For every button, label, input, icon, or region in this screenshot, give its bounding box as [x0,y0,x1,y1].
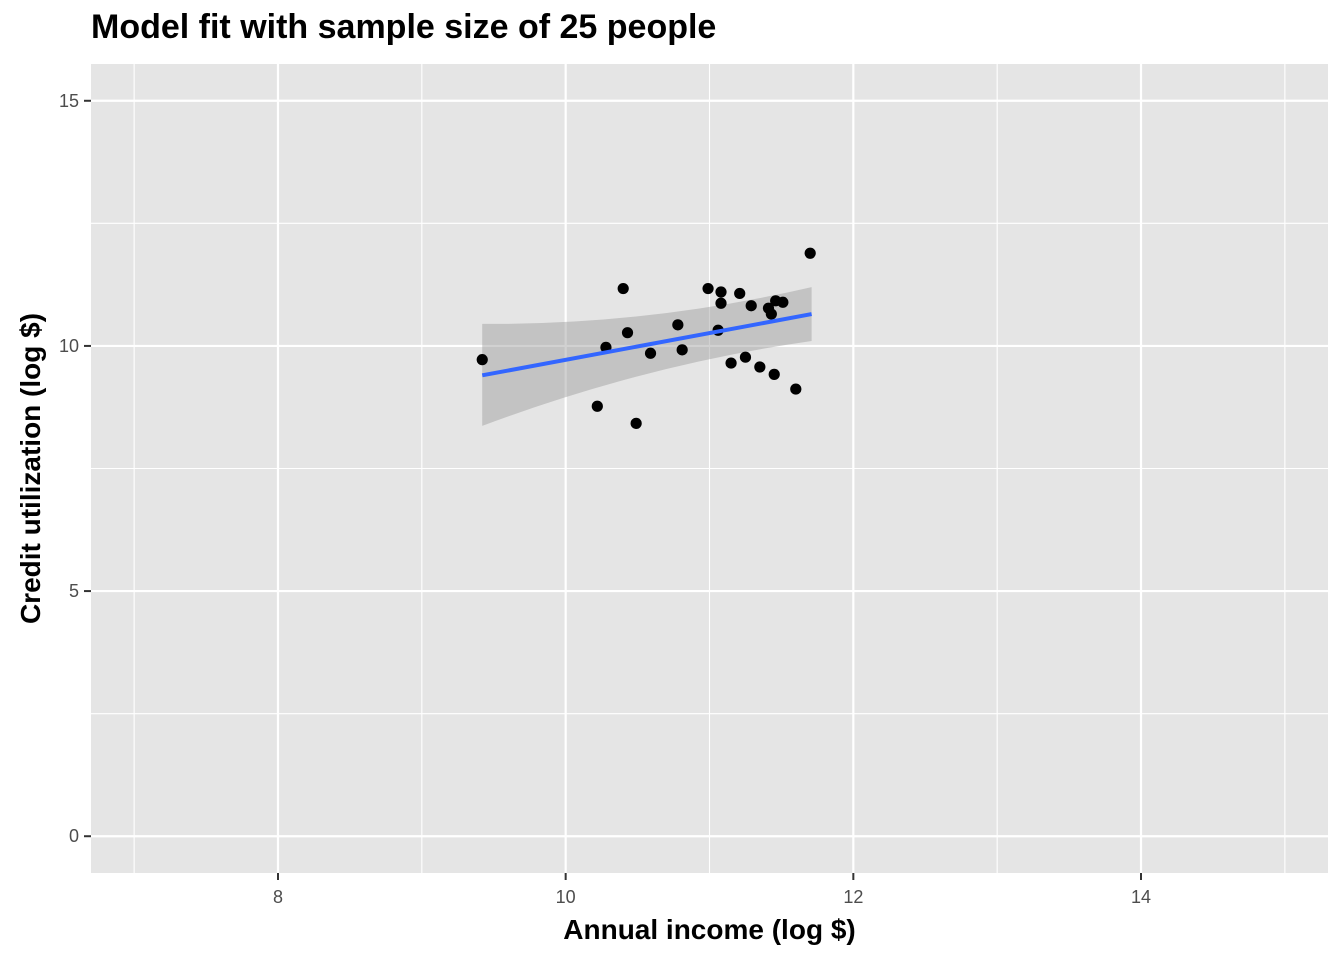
data-point [765,308,777,320]
chart-title: Model fit with sample size of 25 people [91,8,717,46]
x-axis-title: Annual income (log $) [563,914,855,945]
data-point [725,357,737,369]
data-point [739,351,752,363]
data-point [644,347,657,359]
major-gridlines [91,64,1328,873]
data-point [777,296,789,308]
y-tick-label: 10 [59,336,79,356]
data-point [617,282,629,295]
regression-line [481,312,812,378]
data-point [754,361,766,373]
data-point [672,319,684,331]
axes: 8 10 12 14 0 5 10 15 [59,91,1151,907]
data-point [476,354,488,366]
y-tick-label: 5 [69,581,79,601]
data-point [591,400,603,412]
y-tick-label: 0 [69,826,79,846]
data-point [790,383,802,395]
data-point [715,286,727,298]
fit-line [481,312,812,378]
data-point [745,300,757,312]
x-tick-label: 14 [1131,887,1151,907]
data-point [621,327,634,339]
data-point [630,417,642,429]
x-tick-label: 8 [273,887,283,907]
x-tick-label: 10 [556,887,576,907]
data-point [676,344,688,356]
data-point [734,287,746,300]
data-point [804,247,816,259]
data-point [715,297,727,309]
data-point [768,368,780,380]
data-points [476,247,816,429]
y-axis-title: Credit utilization (log $) [15,313,46,624]
x-tick-label: 12 [843,887,863,907]
y-tick-label: 15 [59,91,79,111]
minor-gridlines [91,64,1328,873]
data-point [702,282,714,295]
